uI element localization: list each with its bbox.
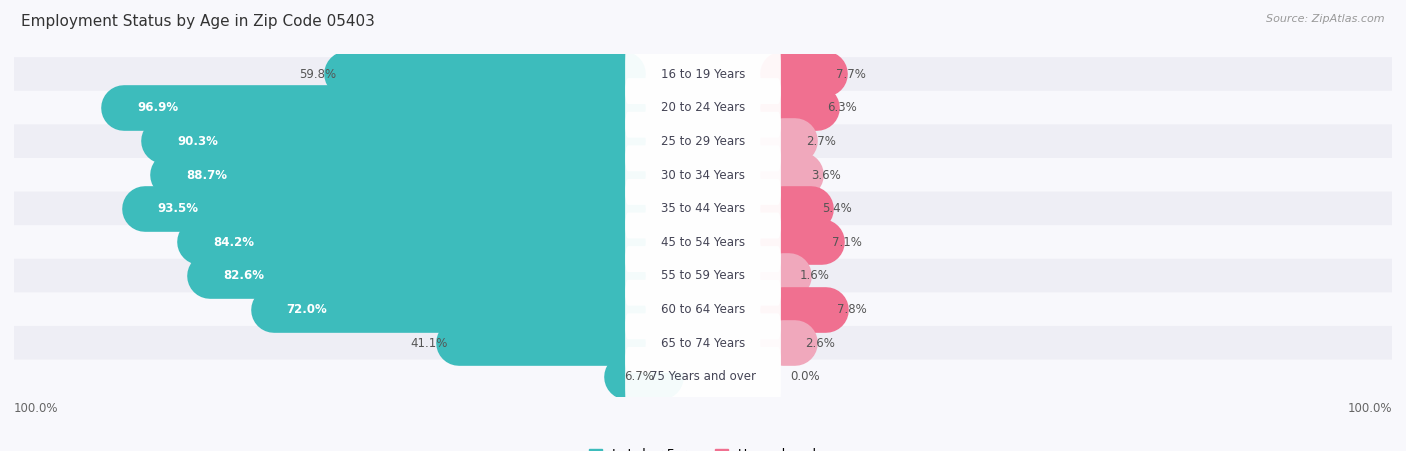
Text: 6.3%: 6.3%: [828, 101, 858, 115]
Text: 7.8%: 7.8%: [837, 303, 866, 316]
Text: 60 to 64 Years: 60 to 64 Years: [661, 303, 745, 316]
Text: 100.0%: 100.0%: [14, 402, 59, 415]
FancyBboxPatch shape: [14, 326, 1392, 360]
Text: 16 to 19 Years: 16 to 19 Years: [661, 68, 745, 81]
Text: 2.6%: 2.6%: [806, 336, 835, 350]
Text: 7.7%: 7.7%: [837, 68, 866, 81]
FancyBboxPatch shape: [626, 347, 780, 406]
Text: 65 to 74 Years: 65 to 74 Years: [661, 336, 745, 350]
FancyBboxPatch shape: [626, 45, 780, 104]
FancyBboxPatch shape: [626, 212, 780, 272]
FancyBboxPatch shape: [14, 91, 1392, 125]
Text: 1.6%: 1.6%: [800, 269, 830, 282]
Text: 7.1%: 7.1%: [832, 236, 862, 249]
Text: 72.0%: 72.0%: [287, 303, 328, 316]
Text: Employment Status by Age in Zip Code 05403: Employment Status by Age in Zip Code 054…: [21, 14, 375, 28]
Text: 35 to 44 Years: 35 to 44 Years: [661, 202, 745, 215]
FancyBboxPatch shape: [14, 158, 1392, 192]
Text: 6.7%: 6.7%: [624, 370, 654, 383]
Text: 100.0%: 100.0%: [1347, 402, 1392, 415]
FancyBboxPatch shape: [14, 259, 1392, 293]
Text: 82.6%: 82.6%: [224, 269, 264, 282]
FancyBboxPatch shape: [626, 313, 780, 373]
FancyBboxPatch shape: [626, 280, 780, 339]
FancyBboxPatch shape: [14, 124, 1392, 159]
FancyBboxPatch shape: [14, 57, 1392, 92]
Text: 55 to 59 Years: 55 to 59 Years: [661, 269, 745, 282]
Text: 0.0%: 0.0%: [790, 370, 820, 383]
FancyBboxPatch shape: [14, 292, 1392, 327]
FancyBboxPatch shape: [626, 145, 780, 205]
FancyBboxPatch shape: [626, 112, 780, 171]
Text: 59.8%: 59.8%: [298, 68, 336, 81]
Text: 84.2%: 84.2%: [214, 236, 254, 249]
Text: 75 Years and over: 75 Years and over: [650, 370, 756, 383]
Text: 30 to 34 Years: 30 to 34 Years: [661, 169, 745, 182]
Text: 3.6%: 3.6%: [811, 169, 841, 182]
Text: 20 to 24 Years: 20 to 24 Years: [661, 101, 745, 115]
Text: 5.4%: 5.4%: [823, 202, 852, 215]
Text: 45 to 54 Years: 45 to 54 Years: [661, 236, 745, 249]
FancyBboxPatch shape: [626, 246, 780, 306]
FancyBboxPatch shape: [626, 78, 780, 138]
Legend: In Labor Force, Unemployed: In Labor Force, Unemployed: [583, 443, 823, 451]
FancyBboxPatch shape: [14, 225, 1392, 259]
FancyBboxPatch shape: [14, 192, 1392, 226]
Text: 25 to 29 Years: 25 to 29 Years: [661, 135, 745, 148]
FancyBboxPatch shape: [626, 179, 780, 239]
Text: 88.7%: 88.7%: [187, 169, 228, 182]
Text: 90.3%: 90.3%: [177, 135, 218, 148]
Text: 93.5%: 93.5%: [157, 202, 198, 215]
Text: 41.1%: 41.1%: [411, 336, 447, 350]
Text: 96.9%: 96.9%: [138, 101, 179, 115]
Text: 2.7%: 2.7%: [806, 135, 837, 148]
Text: Source: ZipAtlas.com: Source: ZipAtlas.com: [1267, 14, 1385, 23]
FancyBboxPatch shape: [14, 359, 1392, 394]
